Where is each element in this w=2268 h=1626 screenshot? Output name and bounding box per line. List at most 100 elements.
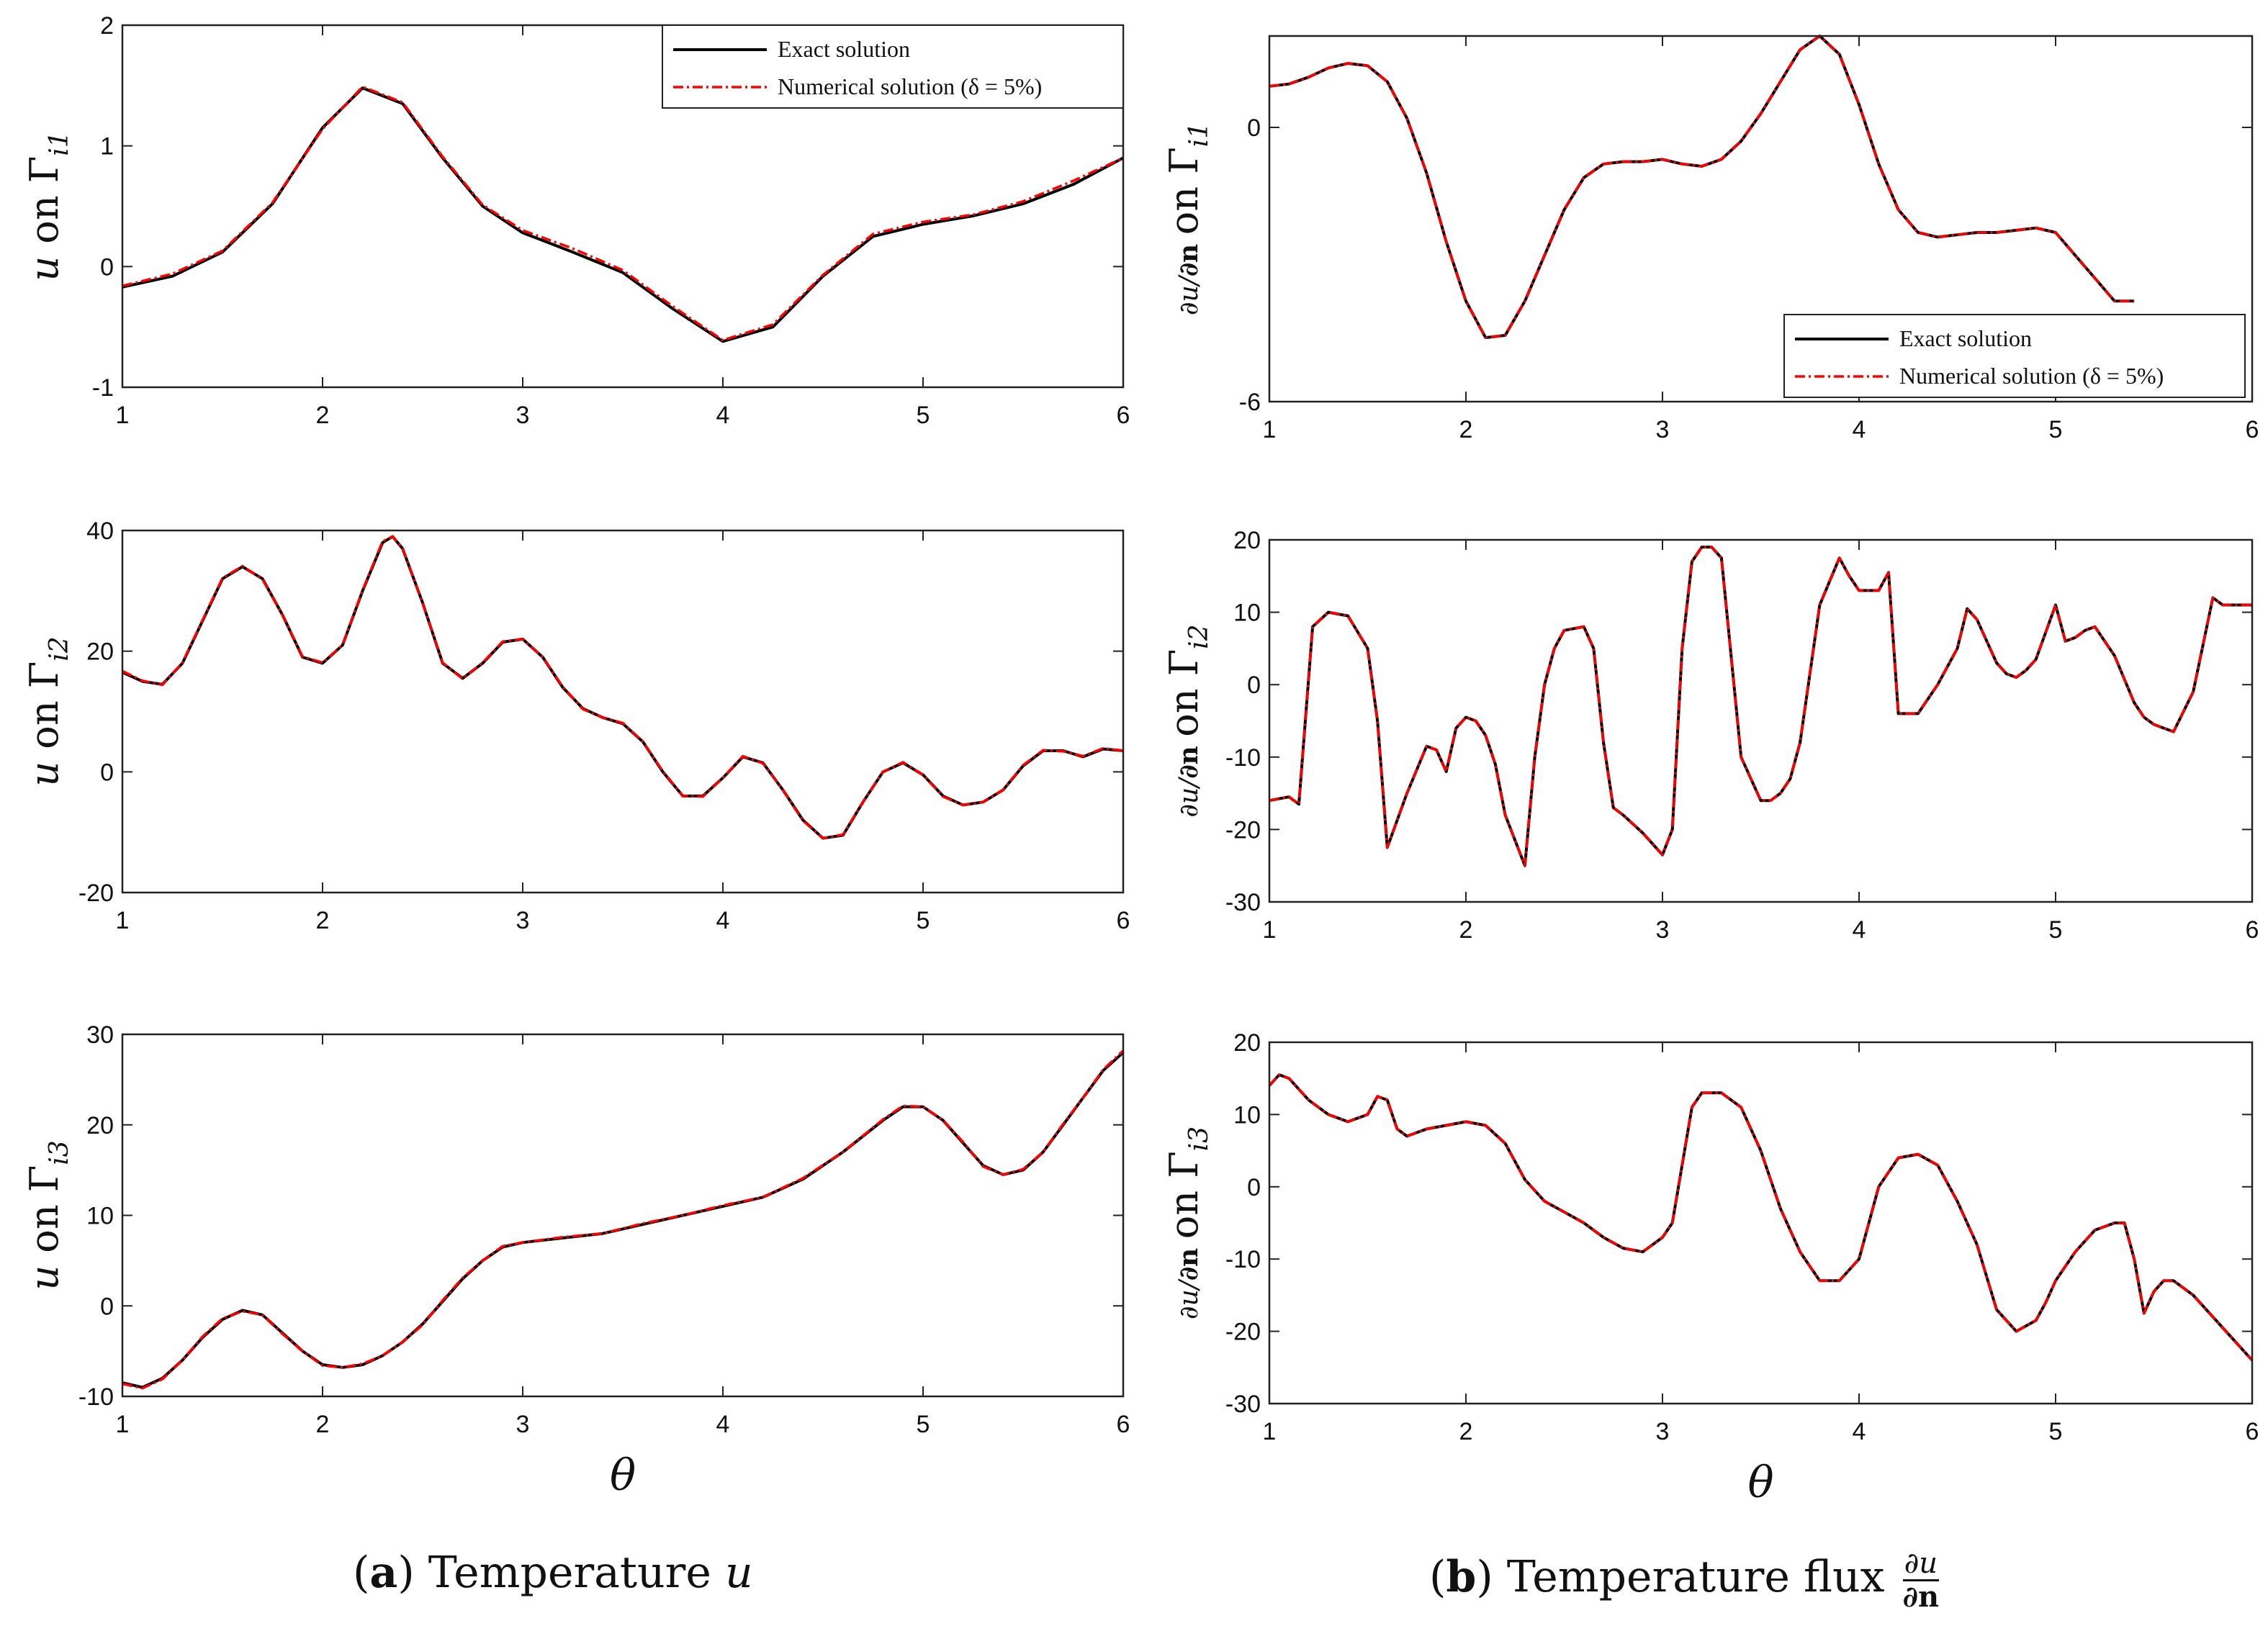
chart-a3: 1 2 3 4 5 6 -10 0 10 20 30 u on Γi3 θ xyxy=(22,1021,1130,1501)
ytick-label-a2: 0 xyxy=(100,759,114,786)
ytick-label-a2: 20 xyxy=(86,638,114,666)
legend-exact-label-b1: Exact solution xyxy=(1899,325,2032,351)
series-exact-b1 xyxy=(1269,35,2135,340)
legend-a1: Exact solution Numerical solution (δ = 5%… xyxy=(662,24,1124,109)
ylabel-symbol-a3: u xyxy=(22,1253,67,1291)
xtick-label-a2: 4 xyxy=(716,907,730,934)
legend-b1: Exact solution Numerical solution (δ = 5%… xyxy=(1783,314,2246,398)
ylabel-main-a1: on Γ xyxy=(22,156,67,244)
axes-box-a1 xyxy=(121,24,1125,389)
xtick-label-b1: 3 xyxy=(1656,416,1670,443)
caption-b-frac-den: ∂n xyxy=(1902,1580,1940,1614)
xtick-label-b1: 1 xyxy=(1263,416,1277,443)
ylabel-a1: u on Γi1 xyxy=(22,131,74,281)
ytick-label-a3: -10 xyxy=(78,1383,114,1411)
ylabel-frac-num-b1: ∂u/ xyxy=(1174,274,1204,315)
xtick-label-b2: 5 xyxy=(2049,916,2063,944)
series-exact-a3 xyxy=(122,1051,1125,1389)
caption-b-label: b xyxy=(1446,1552,1477,1603)
ylabel-frac-num-b2: ∂u/ xyxy=(1174,776,1204,818)
ylabel-main-b1: on Γ xyxy=(1161,147,1207,235)
ytick-label-a1: 0 xyxy=(100,253,114,281)
series-exact-a1 xyxy=(122,86,1124,343)
xtick-label-b2: 6 xyxy=(2246,916,2259,944)
xtick-label-a2: 3 xyxy=(516,907,530,934)
series-numerical-a3 xyxy=(122,1049,1125,1390)
xtick-label-a1: 4 xyxy=(716,402,730,429)
ylabel-a3: u on Γi3 xyxy=(22,1140,74,1290)
ylabel-symbol-a1: u xyxy=(22,244,67,281)
axes-box-b2 xyxy=(1268,538,2254,903)
ylabel-sub-b2: i2 xyxy=(1184,624,1214,649)
xlabel-a3: θ xyxy=(610,1450,636,1501)
xtick-label-a3: 4 xyxy=(716,1411,730,1438)
ytick-label-b2: 20 xyxy=(1233,527,1261,554)
legend-numerical-label-a1: Numerical solution (δ = 5%) xyxy=(778,73,1042,99)
xtick-label-b2: 3 xyxy=(1656,916,1670,944)
ytick-label-b3: 10 xyxy=(1233,1101,1261,1129)
series-exact-b3 xyxy=(1268,1073,2254,1362)
legend-box-a1 xyxy=(662,24,1124,109)
caption-a-symbol: u xyxy=(724,1548,753,1598)
axes-box-b1 xyxy=(1268,35,2254,403)
ytick-label-a1: 1 xyxy=(100,133,114,161)
ytick-label-b2: -10 xyxy=(1225,744,1261,772)
ytick-label-b2: -20 xyxy=(1225,816,1261,844)
ylabel-frac-den-b1: ∂n xyxy=(1174,235,1204,276)
series-numerical-b2 xyxy=(1269,546,2252,867)
ylabel-main-b2: on Γ xyxy=(1161,649,1207,737)
ytick-label-a3: 10 xyxy=(86,1203,114,1230)
xtick-label-b2: 2 xyxy=(1459,916,1473,944)
series-numerical-a2 xyxy=(122,535,1124,840)
ytick-label-b3: 20 xyxy=(1233,1029,1261,1057)
xtick-label-b1: 5 xyxy=(2049,416,2063,443)
xtick-label-a1: 2 xyxy=(316,402,330,429)
ylabel-frac-num-b3: ∂u/ xyxy=(1174,1278,1204,1319)
caption-a-text: Temperature xyxy=(428,1548,711,1598)
ylabel-a2: u on Γi2 xyxy=(22,636,74,786)
series-exact-a2 xyxy=(122,535,1124,840)
xtick-label-b3: 2 xyxy=(1459,1418,1473,1445)
ylabel-main-a2: on Γ xyxy=(22,661,67,749)
xtick-label-b2: 1 xyxy=(1263,916,1277,944)
xtick-label-b3: 1 xyxy=(1263,1418,1277,1445)
ylabel-main-b3: on Γ xyxy=(1161,1151,1207,1239)
xtick-label-a3: 6 xyxy=(1117,1411,1130,1438)
ylabel-main-a3: on Γ xyxy=(22,1165,67,1253)
xtick-label-a2: 2 xyxy=(316,907,330,934)
xtick-label-b3: 3 xyxy=(1656,1418,1670,1445)
caption-a: (a) Temperature u xyxy=(353,1548,753,1598)
series-exact-b2 xyxy=(1269,546,2252,867)
ytick-label-a3: 0 xyxy=(100,1293,114,1320)
ytick-label-a1: -1 xyxy=(92,374,114,402)
chart-b2: 1 2 3 4 5 6 -30 -20 -10 0 10 20 ∂u/∂n on Γi2 xyxy=(1161,527,2259,944)
ylabel-symbol-a2: u xyxy=(22,749,67,787)
ytick-label-b2: 0 xyxy=(1247,672,1261,699)
ylabel-b1: ∂u/∂n on Γi1 xyxy=(1161,122,1214,315)
ytick-label-b3: -20 xyxy=(1225,1319,1261,1346)
legend-exact-label-a1: Exact solution xyxy=(778,36,910,62)
xtick-label-b1: 2 xyxy=(1459,416,1473,443)
ytick-label-a1: 2 xyxy=(100,12,114,40)
ylabel-frac-den-b2: ∂n xyxy=(1174,737,1204,779)
xtick-label-a2: 1 xyxy=(116,907,130,934)
ytick-label-b2: 10 xyxy=(1233,600,1261,627)
chart-b1: 1 2 3 4 5 6 -6 0 ∂u/∂n on Γi1 Exact solution Numer… xyxy=(1161,35,2259,443)
ytick-label-b2: -30 xyxy=(1225,889,1261,916)
xtick-label-a3: 2 xyxy=(316,1411,330,1438)
ytick-label-b1: 0 xyxy=(1247,114,1261,142)
caption-a-label: a xyxy=(369,1548,398,1598)
ylabel-sub-b3: i3 xyxy=(1184,1126,1214,1151)
ytick-label-a2: -20 xyxy=(78,880,114,907)
legend-box-b1 xyxy=(1783,314,2246,398)
xtick-label-a1: 5 xyxy=(917,402,930,429)
ylabel-sub-a3: i3 xyxy=(45,1140,74,1165)
xtick-label-a2: 5 xyxy=(917,907,930,934)
xtick-label-b1: 6 xyxy=(2246,416,2259,443)
axes-box-a3 xyxy=(121,1033,1125,1398)
ylabel-b2: ∂u/∂n on Γi2 xyxy=(1161,624,1214,817)
legend-numerical-label-b1: Numerical solution (δ = 5%) xyxy=(1899,363,2164,389)
ylabel-sub-a1: i1 xyxy=(45,131,74,155)
axes-box-b3 xyxy=(1268,1041,2254,1405)
xtick-label-a1: 1 xyxy=(116,402,130,429)
